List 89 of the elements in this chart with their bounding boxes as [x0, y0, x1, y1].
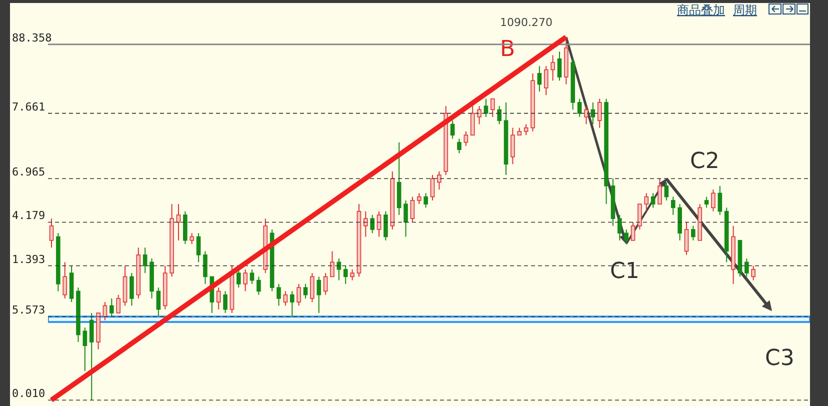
candlestick — [283, 290, 288, 306]
candlestick — [303, 283, 308, 299]
candlestick — [416, 192, 422, 205]
candlestick — [670, 196, 676, 216]
candlestick — [110, 298, 114, 318]
candlestick — [590, 102, 596, 125]
candlestick — [718, 185, 722, 216]
candlestick — [404, 200, 408, 238]
candlestick — [544, 66, 548, 96]
candlestick — [691, 225, 696, 241]
annotation: C1 — [610, 259, 640, 284]
candlestick — [638, 204, 642, 230]
candlestick — [49, 218, 54, 248]
text: 7.661 — [12, 100, 46, 114]
candlestick — [470, 106, 475, 136]
candlestick — [336, 258, 342, 281]
text: 5.573 — [12, 304, 46, 317]
candlestick — [624, 228, 628, 244]
candlestick — [190, 232, 194, 244]
candlestick — [310, 272, 314, 303]
candlestick — [450, 120, 455, 140]
candlestick — [557, 51, 562, 82]
candlestick — [550, 54, 555, 82]
text: 6.965 — [12, 166, 46, 179]
candlestick — [618, 214, 622, 241]
candlestick — [316, 276, 322, 314]
candlestick — [630, 222, 636, 241]
text: C3 — [765, 346, 794, 371]
candlestick — [457, 138, 462, 154]
candlestick — [464, 130, 468, 146]
annotation: C2 — [690, 149, 720, 174]
candlestick — [664, 182, 669, 201]
candlestick — [424, 192, 428, 208]
candlestick — [537, 66, 542, 92]
candlestick — [744, 258, 749, 278]
candlestick — [176, 204, 181, 241]
candlestick — [376, 210, 382, 238]
candlestick — [156, 287, 161, 318]
candlestick — [236, 268, 241, 288]
candlestick — [704, 196, 709, 208]
candlestick — [410, 196, 415, 223]
annotation: B — [500, 37, 516, 62]
candlestick — [223, 290, 228, 314]
candlestick — [364, 210, 368, 238]
candlestick — [658, 178, 662, 205]
candlestick — [290, 290, 294, 318]
candlestick — [89, 312, 94, 401]
candlestick — [510, 127, 515, 165]
candlestick — [684, 222, 689, 256]
candlestick — [130, 272, 134, 306]
text: 0.010 — [12, 387, 46, 400]
text: 商品叠加 — [677, 3, 725, 17]
candlestick — [484, 98, 488, 118]
candlestick — [330, 250, 334, 278]
candlestick — [276, 283, 281, 306]
candlestick — [437, 170, 442, 190]
candlestick — [82, 326, 88, 372]
text: 1090.270 — [500, 16, 552, 29]
candlestick — [751, 265, 756, 281]
candlestick — [142, 247, 148, 274]
candlestick — [62, 262, 68, 299]
candlestick — [497, 106, 502, 125]
text: 1.393 — [12, 252, 46, 266]
candlestick — [243, 268, 248, 292]
candlestick — [577, 98, 582, 118]
text: 4.179 — [12, 209, 46, 222]
candlestick — [250, 268, 254, 284]
candlestick — [477, 106, 482, 125]
candlestick — [350, 268, 354, 281]
candlestick — [196, 232, 201, 263]
candlestick — [203, 250, 208, 284]
candlestick — [323, 272, 328, 296]
candlestick — [644, 192, 649, 212]
candlestick — [296, 283, 301, 306]
candlestick — [597, 98, 602, 128]
candlestick — [384, 210, 388, 241]
candlestick — [216, 287, 221, 310]
candlestick — [524, 124, 528, 136]
annotation: 88.358 — [12, 31, 52, 44]
candlestick — [490, 98, 495, 118]
candlestick — [343, 265, 348, 284]
candlestick — [116, 294, 120, 314]
candlestick — [370, 214, 374, 234]
candlestick — [256, 276, 261, 296]
text: 周期 — [733, 3, 757, 17]
candlestick — [584, 106, 588, 125]
candlestick — [430, 174, 435, 201]
candlestick — [650, 192, 656, 208]
candlestick — [711, 189, 716, 212]
